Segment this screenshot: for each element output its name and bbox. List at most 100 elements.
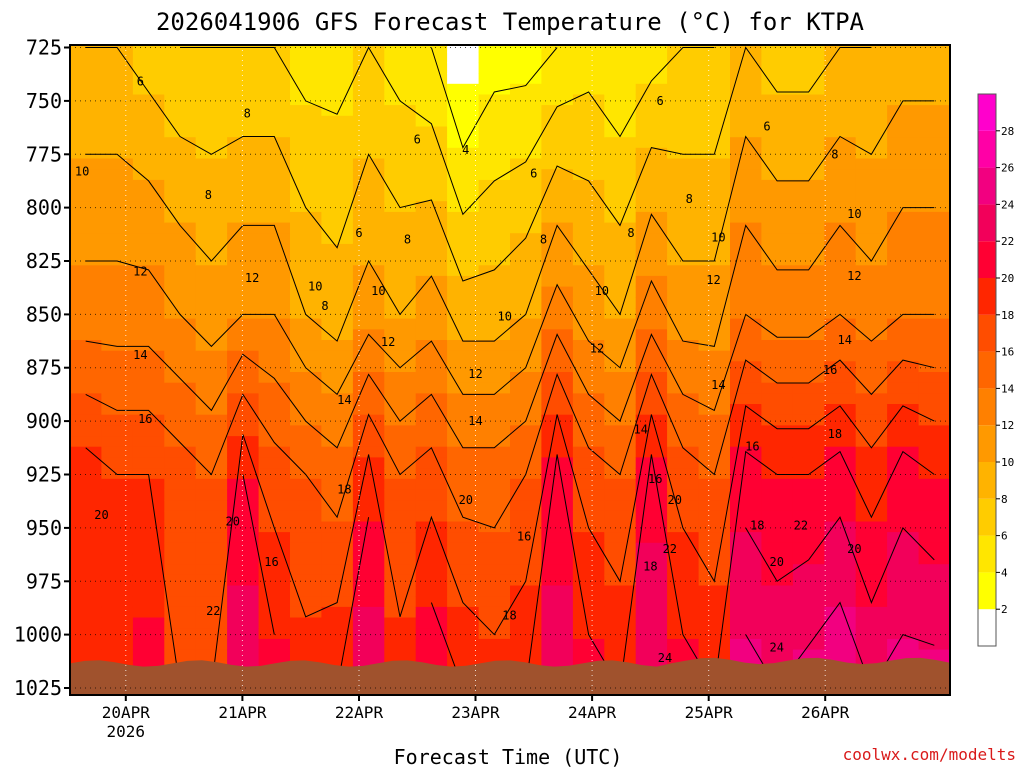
temperature-cell [761, 649, 794, 661]
temperature-cell [792, 126, 825, 138]
temperature-cell [478, 243, 511, 256]
temperature-cell [447, 275, 479, 288]
temperature-cell [855, 542, 888, 555]
temperature-cell [855, 83, 888, 96]
temperature-cell [824, 350, 857, 362]
temperature-cell [258, 286, 291, 298]
temperature-cell [101, 649, 134, 661]
temperature-cell [321, 137, 354, 149]
isotherm-line [242, 474, 275, 635]
temperature-cell [70, 51, 102, 64]
temperature-cell [478, 478, 511, 491]
temperature-cell [132, 489, 165, 501]
temperature-cell [918, 446, 950, 458]
temperature-cell [447, 350, 479, 362]
temperature-cell [258, 457, 291, 469]
temperature-cell [887, 457, 919, 469]
temperature-cell [164, 585, 197, 597]
temperature-cell [70, 147, 102, 160]
temperature-cell [352, 489, 385, 501]
temperature-cell [478, 372, 511, 384]
temperature-cell [792, 628, 825, 640]
temperature-cell [730, 45, 762, 53]
temperature-cell [447, 660, 479, 672]
temperature-cell [792, 83, 825, 96]
temperature-cell [352, 275, 385, 288]
temperature-cell [792, 521, 825, 533]
temperature-cell [384, 553, 417, 565]
temperature-cell [195, 308, 228, 320]
temperature-cell [698, 446, 731, 458]
temperature-cell [258, 318, 291, 330]
temperature-cell [824, 638, 857, 651]
temperature-cell [730, 414, 762, 426]
temperature-cell [792, 585, 825, 597]
temperature-cell [887, 308, 919, 320]
temperature-cell [321, 382, 354, 394]
temperature-cell [604, 393, 637, 405]
temperature-cell [447, 606, 479, 619]
temperature-cell [698, 169, 731, 181]
contour-label: 16 [648, 472, 662, 486]
temperature-cell [447, 137, 479, 149]
temperature-cell [384, 318, 417, 330]
temperature-cell [321, 436, 354, 448]
temperature-cell [195, 564, 228, 576]
temperature-cell [792, 297, 825, 309]
temperature-cell [195, 297, 228, 309]
temperature-cell [918, 596, 950, 608]
contour-label: 16 [745, 440, 759, 454]
contour-label: 8 [540, 233, 547, 247]
temperature-cell [321, 628, 354, 640]
temperature-cell [887, 436, 919, 448]
temperature-cell [792, 425, 825, 437]
temperature-cell [918, 51, 950, 64]
temperature-cell [195, 94, 228, 106]
temperature-cell [698, 564, 731, 576]
temperature-cell [541, 489, 574, 501]
temperature-cell [321, 478, 354, 491]
temperature-cell [541, 318, 574, 330]
temperature-cell [415, 297, 448, 309]
temperature-cell [164, 350, 197, 362]
temperature-cell [478, 489, 511, 501]
temperature-cell [761, 521, 794, 533]
temperature-cell [761, 628, 794, 640]
temperature-cell [792, 115, 825, 128]
temperature-cell [761, 73, 794, 85]
temperature-cell [258, 126, 291, 138]
temperature-cell [572, 254, 605, 266]
temperature-cell [730, 606, 762, 619]
temperature-cell [572, 361, 605, 373]
temperature-cell [384, 510, 417, 523]
temperature-cell [730, 585, 762, 597]
colorbar-segment [978, 130, 996, 168]
temperature-cell [604, 638, 637, 651]
temperature-cell [132, 179, 165, 192]
temperature-cell [730, 574, 762, 587]
temperature-cell [258, 425, 291, 437]
temperature-cell [447, 297, 479, 309]
temperature-cell [227, 94, 259, 106]
temperature-cell [258, 404, 291, 416]
temperature-cell [635, 169, 668, 181]
temperature-cell [855, 393, 888, 405]
temperature-cell [824, 361, 857, 373]
temperature-cell [478, 468, 511, 480]
temperature-cell [635, 532, 668, 544]
temperature-cell [887, 45, 919, 53]
temperature-cell [824, 329, 857, 341]
temperature-cell [164, 617, 197, 629]
temperature-cell [541, 574, 574, 587]
temperature-cell [227, 45, 259, 53]
temperature-cell [698, 393, 731, 405]
temperature-cell [478, 350, 511, 362]
temperature-cell [667, 137, 699, 149]
temperature-cell [70, 201, 102, 213]
temperature-cell [227, 350, 259, 362]
temperature-cell [918, 308, 950, 320]
temperature-cell [195, 596, 228, 608]
temperature-cell [541, 211, 574, 224]
temperature-cell [667, 179, 699, 192]
temperature-cell [258, 51, 291, 64]
